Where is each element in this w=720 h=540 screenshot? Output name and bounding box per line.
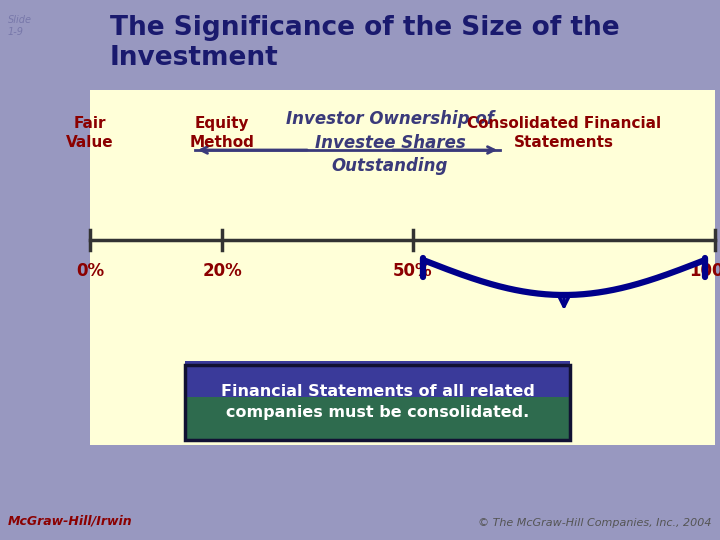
Text: The Significance of the Size of the
Investment: The Significance of the Size of the Inve…: [110, 15, 620, 71]
Text: Investor Ownership of
Investee Shares
Outstanding: Investor Ownership of Investee Shares Ou…: [286, 110, 494, 175]
Text: Fair
Value: Fair Value: [66, 117, 114, 150]
Text: 50%: 50%: [393, 262, 433, 280]
Text: © The McGraw-Hill Companies, Inc., 2004: © The McGraw-Hill Companies, Inc., 2004: [479, 518, 712, 528]
Text: Slide
1-9: Slide 1-9: [8, 15, 32, 37]
Text: Financial Statements of all related
companies must be consolidated.: Financial Statements of all related comp…: [220, 384, 534, 421]
Text: 20%: 20%: [202, 262, 242, 280]
FancyBboxPatch shape: [185, 361, 570, 399]
Text: Equity
Method: Equity Method: [189, 117, 254, 150]
Text: McGraw-Hill/Irwin: McGraw-Hill/Irwin: [8, 515, 132, 528]
FancyBboxPatch shape: [185, 396, 570, 440]
Text: 0%: 0%: [76, 262, 104, 280]
Text: 100%: 100%: [690, 262, 720, 280]
Text: Consolidated Financial
Statements: Consolidated Financial Statements: [467, 117, 661, 150]
FancyBboxPatch shape: [90, 90, 715, 445]
